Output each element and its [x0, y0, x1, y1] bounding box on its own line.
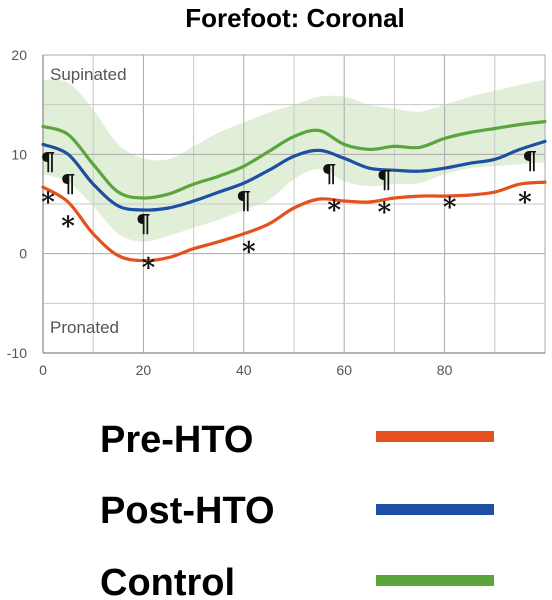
asterisk-marker-14: *	[518, 188, 532, 218]
asterisk-marker-11: *	[327, 196, 341, 226]
legend-item-post-hto: Post-HTO	[100, 490, 494, 532]
x-tick-label-40: 40	[236, 362, 252, 378]
chart-title: Forefoot: Coronal	[185, 3, 405, 33]
x-tick-label-0: 0	[39, 362, 47, 378]
x-tick-label-20: 20	[136, 362, 152, 378]
legend-label-post-hto: Post-HTO	[100, 490, 275, 532]
legend-swatch-pre-hto	[376, 431, 494, 442]
y-tick-label-20: 20	[11, 47, 27, 63]
legend: Pre-HTO Post-HTO Control	[100, 419, 494, 600]
tick-label-layer: 0 20 40 60 80 20 10 0 -10	[7, 47, 453, 378]
asterisk-marker-12: *	[378, 198, 392, 228]
legend-label-pre-hto: Pre-HTO	[100, 419, 253, 461]
pilcrow-marker-1: ¶	[60, 169, 75, 198]
legend-item-control: Control	[100, 562, 494, 600]
grid-layer	[42, 54, 546, 354]
pilcrow-marker-0: ¶	[40, 147, 55, 176]
pilcrow-marker-2: ¶	[136, 209, 151, 238]
legend-swatch-post-hto	[376, 504, 494, 515]
asterisk-marker-9: *	[142, 254, 156, 284]
legend-swatch-control	[376, 575, 494, 586]
series-line-pre-hto	[41, 180, 547, 263]
pilcrow-marker-3: ¶	[236, 186, 251, 215]
asterisk-marker-8: *	[61, 212, 75, 242]
x-tick-label-80: 80	[437, 362, 453, 378]
y-tick-label--10: -10	[7, 345, 27, 361]
pilcrow-marker-6: ¶	[522, 146, 537, 175]
pilcrow-marker-5: ¶	[377, 165, 392, 194]
asterisk-marker-10: *	[242, 238, 256, 268]
pilcrow-marker-4: ¶	[321, 159, 336, 188]
series-layer	[41, 120, 547, 263]
asterisk-marker-7: *	[41, 188, 55, 218]
series-line-control	[41, 120, 547, 200]
series-line-post-hto	[41, 139, 547, 212]
x-tick-label-60: 60	[336, 362, 352, 378]
supinated-label: Supinated	[50, 65, 127, 84]
legend-item-pre-hto: Pre-HTO	[100, 419, 494, 461]
annotation-layer: ¶¶¶¶¶ ¶¶***** * * *	[40, 146, 537, 283]
legend-label-control: Control	[100, 562, 235, 600]
y-tick-label-10: 10	[11, 146, 27, 162]
pronated-label: Pronated	[50, 318, 119, 337]
asterisk-marker-13: *	[443, 193, 457, 223]
y-tick-label-0: 0	[19, 246, 27, 262]
